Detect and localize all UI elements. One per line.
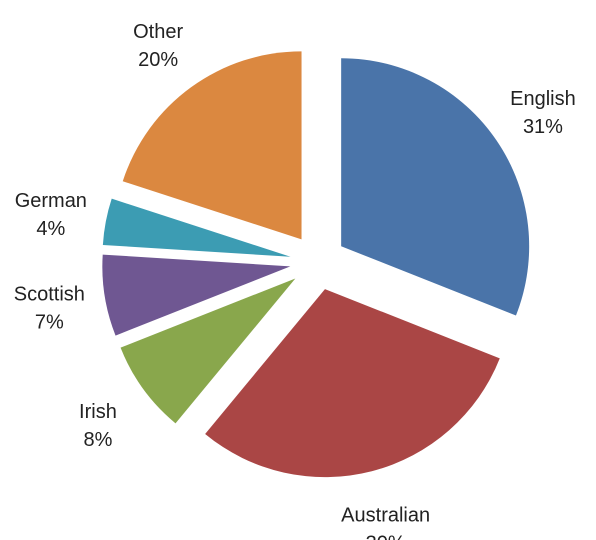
- slice-label: Scottish: [14, 284, 85, 306]
- slice-label: German: [15, 190, 87, 212]
- slice-value-label: 30%: [366, 532, 406, 540]
- slice-value-label: 7%: [35, 312, 64, 334]
- slice-label: Other: [133, 21, 183, 43]
- pie-slice: [205, 289, 500, 478]
- slice-label: Irish: [79, 401, 117, 423]
- slice-value-label: 31%: [523, 116, 563, 138]
- slice-label: Australian: [341, 504, 430, 526]
- slice-value-label: 20%: [138, 49, 178, 71]
- pie-slice: [122, 51, 302, 240]
- pie-slice: [341, 58, 530, 316]
- pie-slice: [102, 198, 291, 257]
- pie-slice: [102, 254, 291, 336]
- slice-label: English: [510, 88, 576, 110]
- slice-value-label: 4%: [36, 218, 65, 240]
- slice-value-label: 8%: [83, 429, 112, 451]
- pie-slice: [120, 278, 296, 424]
